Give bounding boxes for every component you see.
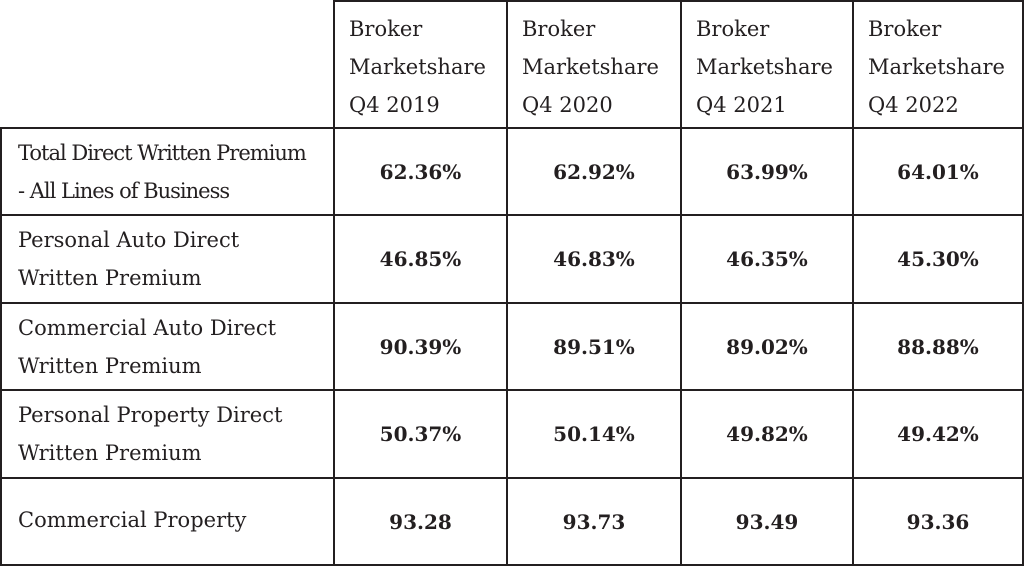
column-header-line3: Q4 2021 bbox=[696, 92, 787, 117]
grid-line-header-bottom bbox=[0, 127, 1024, 129]
column-header-line3: Q4 2019 bbox=[349, 92, 440, 117]
row-label-personal-property: Personal Property Direct Written Premium bbox=[2, 391, 333, 477]
row-label-line1: Commercial Auto Direct bbox=[18, 315, 277, 340]
column-header-line1: Broker bbox=[522, 16, 596, 41]
grid-line-right bbox=[1022, 0, 1024, 566]
row-label-line1: Personal Property Direct bbox=[18, 403, 283, 427]
column-header-line1: Broker bbox=[696, 16, 770, 41]
column-header-line2: Marketshare bbox=[696, 54, 833, 79]
grid-line-row4-bottom bbox=[0, 477, 1024, 479]
row-label-commercial-auto: Commercial Auto Direct Written Premium bbox=[2, 304, 333, 389]
table-cell: 93.36 bbox=[906, 509, 970, 534]
row-label-line2: Written Premium bbox=[18, 266, 202, 290]
table-cell: 63.99% bbox=[726, 159, 808, 184]
table-cell: 93.73 bbox=[562, 509, 626, 534]
column-header-line1: Broker bbox=[349, 16, 423, 41]
grid-line-col3 bbox=[680, 0, 682, 566]
column-header-q4-2021: Broker Marketshare Q4 2021 bbox=[682, 2, 852, 127]
column-header-q4-2022: Broker Marketshare Q4 2022 bbox=[854, 2, 1022, 127]
grid-line-col2 bbox=[506, 0, 508, 566]
table-cell: 88.88% bbox=[897, 334, 979, 359]
table-cell: 93.49 bbox=[735, 509, 799, 534]
grid-line-row3-bottom bbox=[0, 389, 1024, 391]
grid-line-col4 bbox=[852, 0, 854, 566]
row-label-commercial-property: Commercial Property bbox=[2, 479, 333, 564]
table-cell: 50.37% bbox=[379, 422, 462, 446]
table-cell: 93.28 bbox=[389, 509, 452, 534]
column-header-line1: Broker bbox=[868, 16, 942, 41]
table-cell: 64.01% bbox=[897, 159, 979, 184]
row-label-line1: Total Direct Written Premium bbox=[18, 140, 307, 165]
table-cell: 46.35% bbox=[726, 247, 808, 271]
column-header-q4-2019: Broker Marketshare Q4 2019 bbox=[335, 2, 506, 127]
column-header-line2: Marketshare bbox=[868, 54, 1005, 79]
table-cell: 62.92% bbox=[553, 159, 635, 184]
table-cell: 49.82% bbox=[726, 422, 808, 446]
table-cell: 89.02% bbox=[726, 334, 808, 359]
table-cell: 49.42% bbox=[897, 422, 979, 446]
row-label-line2: Written Premium bbox=[18, 353, 202, 378]
grid-line-row1-bottom bbox=[0, 214, 1024, 216]
grid-line-row2-bottom bbox=[0, 302, 1024, 304]
column-header-line2: Marketshare bbox=[349, 54, 486, 79]
table-cell: 62.36% bbox=[379, 159, 462, 184]
grid-line-left bbox=[0, 127, 2, 566]
table-cell: 46.85% bbox=[379, 247, 462, 271]
column-header-line3: Q4 2022 bbox=[868, 92, 959, 117]
column-header-line3: Q4 2020 bbox=[522, 92, 613, 117]
table-cell: 50.14% bbox=[553, 422, 635, 446]
table-cell: 90.39% bbox=[379, 334, 462, 359]
grid-line-col1 bbox=[333, 0, 335, 566]
row-label-line2: - All Lines of Business bbox=[18, 178, 230, 203]
row-label-line2: Written Premium bbox=[18, 441, 202, 465]
row-label-line1: Personal Auto Direct bbox=[18, 228, 240, 252]
table-cell: 45.30% bbox=[897, 247, 979, 271]
column-header-q4-2020: Broker Marketshare Q4 2020 bbox=[508, 2, 680, 127]
table-cell: 89.51% bbox=[553, 334, 635, 359]
grid-line-top bbox=[333, 0, 1024, 2]
table-cell: 46.83% bbox=[553, 247, 635, 271]
row-label-total-dwp: Total Direct Written Premium - All Lines… bbox=[2, 129, 333, 214]
row-label-line1: Commercial Property bbox=[18, 508, 247, 532]
row-label-personal-auto: Personal Auto Direct Written Premium bbox=[2, 216, 333, 302]
column-header-line2: Marketshare bbox=[522, 54, 659, 79]
grid-line-bottom bbox=[0, 564, 1024, 566]
